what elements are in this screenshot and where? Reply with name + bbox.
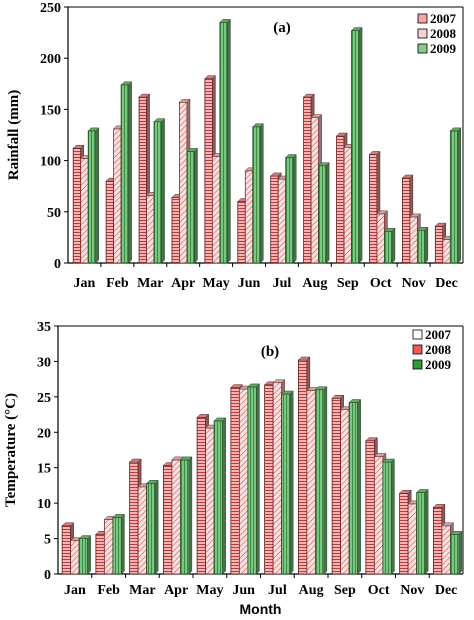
x-tick-label: Jun	[238, 276, 261, 291]
panel-title: (b)	[261, 344, 279, 360]
bar-2009-Sep	[348, 398, 362, 575]
legend-label: 2007	[430, 11, 457, 26]
legend-label: 2009	[430, 41, 457, 56]
x-tick-label: Sep	[334, 583, 356, 598]
bar-2009-Jun	[252, 123, 264, 264]
y-tick-label: 35	[37, 320, 51, 335]
y-tick-label: 50	[47, 206, 61, 221]
x-tick-label: Jun	[232, 583, 255, 598]
x-tick-label: May	[203, 276, 230, 291]
bar-2009-Nov	[416, 226, 429, 264]
x-tick-label: Jul	[268, 583, 287, 598]
x-tick-label: Aug	[302, 276, 327, 291]
legend-swatch-2009	[417, 43, 428, 54]
y-axis-title: Rainfall (mm)	[6, 90, 22, 180]
bar-2009-Jan	[87, 127, 100, 264]
bar-2009-Feb	[112, 513, 125, 575]
bar-2009-Oct	[382, 458, 395, 575]
bar-2009-Mar	[153, 118, 166, 264]
x-tick-label: Dec	[435, 583, 458, 598]
temperature-chart: 0 5 10 15 20 25 30 35 Jan Feb Mar Apr May Jun Jul Aug Se…	[3, 320, 464, 617]
bar-2009-Apr	[179, 456, 193, 575]
y-tick-label: 0	[54, 257, 61, 272]
x-tick-label: Apr	[171, 276, 195, 291]
legend-label: 2008	[425, 342, 452, 357]
bar-2009-Aug	[314, 386, 328, 575]
bar-2009-Jun	[247, 383, 260, 575]
x-tick-label: Sep	[337, 276, 359, 291]
legend-swatch-2008	[412, 344, 423, 355]
x-tick-label: Mar	[137, 276, 163, 291]
rainfall-chart: 0 50 100 150 200 250 Jan Feb Mar Apr May Jun Jul Aug S…	[6, 1, 464, 291]
y-tick-label: 0	[44, 568, 51, 583]
x-tick-label: Aug	[299, 583, 324, 598]
bar-2009-Feb	[120, 81, 133, 264]
y-tick-label: 150	[40, 103, 61, 118]
bar-2009-Sep	[350, 26, 363, 264]
bar-2009-Jul	[281, 390, 294, 575]
y-tick-label: 5	[44, 533, 51, 548]
bar-2009-Nov	[416, 488, 429, 575]
x-axis-title: Month	[240, 601, 282, 617]
y-tick-label: 30	[37, 355, 51, 370]
y-tick-label: 250	[40, 1, 61, 16]
x-tick-label: Jan	[74, 276, 96, 291]
bar-2009-May	[219, 18, 231, 264]
x-tick-label: Jan	[64, 583, 86, 598]
x-tick-label: Feb	[97, 583, 120, 598]
x-tick-label: Apr	[164, 583, 188, 598]
bar-2009-Apr	[186, 147, 199, 264]
y-tick-label: 200	[40, 52, 61, 67]
y-tick-label: 100	[40, 155, 61, 170]
legend-swatch-2009	[412, 359, 423, 370]
x-tick-label: Nov	[400, 583, 424, 598]
y-axis-title: Temperature (°C)	[3, 393, 19, 507]
y-tick-label: 15	[37, 462, 51, 477]
x-tick-label: Feb	[106, 276, 129, 291]
bar-2009-Aug	[318, 162, 330, 264]
legend-swatch-2007	[412, 329, 423, 340]
legend-label: 2009	[425, 357, 452, 372]
x-tick-label: Mar	[129, 583, 155, 598]
x-tick-label: Oct	[370, 276, 392, 291]
y-tick-label: 25	[37, 391, 51, 406]
bar-2009-Jul	[285, 153, 297, 264]
x-tick-label: Jul	[273, 276, 292, 291]
x-tick-label: Oct	[368, 583, 390, 598]
y-tick-label: 20	[37, 426, 51, 441]
x-tick-label: May	[196, 583, 223, 598]
bar-2009-Jan	[78, 534, 92, 575]
bar-2009-May	[213, 417, 227, 575]
bar-2009-Dec	[449, 127, 462, 264]
legend-swatch-2008	[417, 28, 428, 39]
panel-title: (a)	[273, 20, 291, 36]
bar-2009-Oct	[383, 227, 396, 264]
x-tick-label: Dec	[435, 276, 458, 291]
legend-swatch-2007	[417, 13, 428, 24]
bar-2009-Mar	[146, 479, 159, 575]
legend-label: 2007	[425, 327, 452, 342]
x-tick-label: Nov	[402, 276, 426, 291]
bar-2009-Dec	[449, 530, 463, 575]
y-tick-label: 10	[37, 497, 51, 512]
legend-label: 2008	[430, 26, 457, 41]
